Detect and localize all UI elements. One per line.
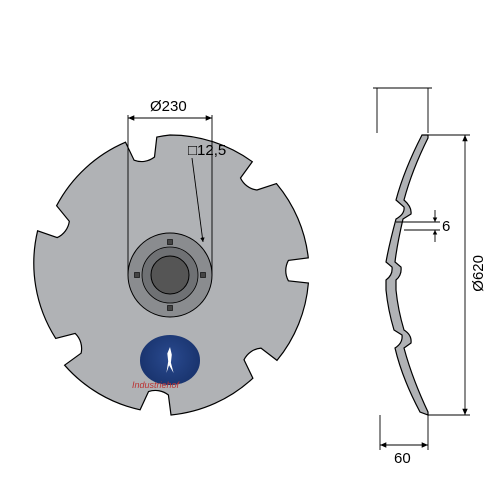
label-outer-diameter: Ø620 xyxy=(470,255,487,292)
bolt-hole xyxy=(135,273,140,278)
label-edge-thickness: 6 xyxy=(442,218,450,235)
bolt-hole xyxy=(201,273,206,278)
technical-drawing-svg xyxy=(0,0,500,500)
drawing-canvas: Ø230 □12,5 6 Ø620 60 Industriehof xyxy=(0,0,500,500)
bolt-hole xyxy=(168,306,173,311)
bolt-hole xyxy=(168,240,173,245)
label-bolt-square: □12,5 xyxy=(188,142,226,159)
brand-text: Industriehof xyxy=(132,380,179,390)
label-bolt-circle-dia: Ø230 xyxy=(150,98,187,115)
side-view xyxy=(373,88,470,450)
brand-logo xyxy=(140,335,200,385)
profile-outline xyxy=(386,135,428,415)
hub-bore xyxy=(151,256,189,294)
label-dish-depth: 60 xyxy=(394,450,411,467)
